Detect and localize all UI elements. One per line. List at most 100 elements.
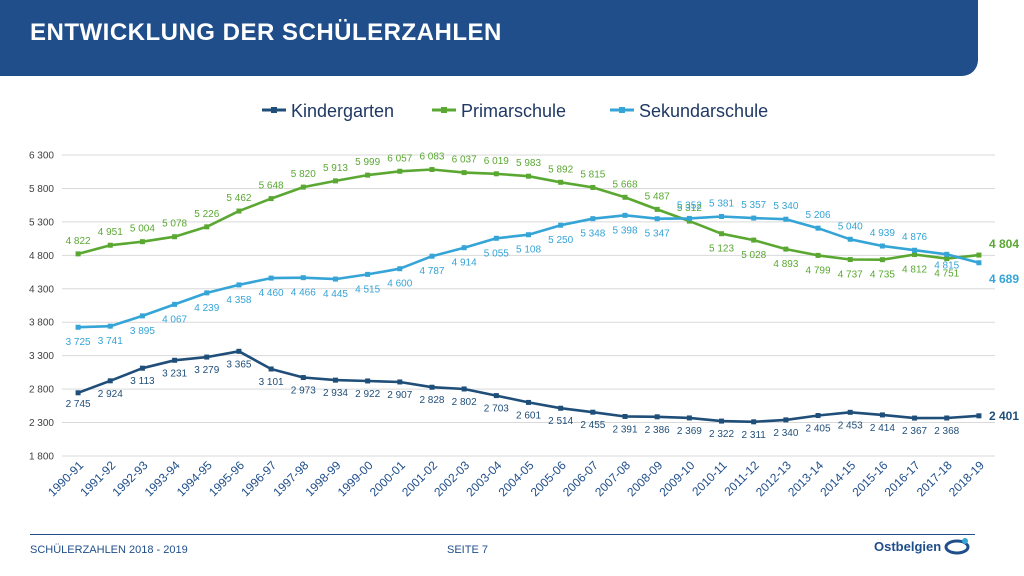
data-point: [590, 184, 596, 190]
data-point: [847, 409, 853, 415]
y-tick-label: 4 800: [29, 251, 54, 262]
data-label: 5 648: [259, 181, 284, 192]
data-label: 5 381: [709, 198, 734, 209]
data-point: [912, 415, 918, 421]
data-label: 5 348: [580, 229, 605, 240]
data-point: [300, 184, 306, 190]
data-label: 4 445: [323, 289, 348, 300]
data-label: 5 108: [516, 245, 541, 256]
data-label: 4 939: [870, 228, 895, 239]
data-point: [751, 419, 757, 425]
data-label: 3 231: [162, 368, 187, 379]
data-label: 4 358: [226, 295, 251, 306]
y-tick-label: 2 300: [29, 418, 54, 429]
data-point: [75, 251, 81, 257]
data-point: [429, 253, 435, 259]
legend-marker: [271, 107, 277, 113]
data-label: 5 340: [773, 201, 798, 212]
data-label: 5 668: [613, 179, 638, 190]
data-label: 3 365: [226, 359, 251, 370]
logo-text: Ostbelgien: [874, 538, 942, 554]
data-label: 5 312: [677, 203, 702, 214]
data-point: [429, 167, 435, 173]
data-label: 5 398: [613, 225, 638, 236]
data-label: 5 913: [323, 163, 348, 174]
x-tick-label: 2010-11: [689, 458, 730, 499]
data-label: 6 057: [387, 153, 412, 164]
data-label: 5 352: [677, 200, 702, 211]
data-label: 6 083: [419, 152, 444, 163]
data-point: [815, 225, 821, 231]
data-point: [107, 323, 113, 329]
data-point: [719, 418, 725, 424]
data-label: 2 922: [355, 389, 380, 400]
data-point: [268, 275, 274, 281]
x-tick-label: 2009-10: [656, 458, 697, 499]
data-point: [332, 178, 338, 184]
data-point: [332, 377, 338, 383]
data-point: [493, 235, 499, 241]
data-label: 4 812: [902, 265, 927, 276]
data-label: 5 357: [741, 200, 766, 211]
data-point: [493, 171, 499, 177]
y-tick-label: 2 800: [29, 385, 54, 396]
data-label: 2 386: [645, 425, 670, 436]
data-point: [172, 234, 178, 240]
data-point: [236, 348, 242, 354]
data-point: [751, 215, 757, 221]
data-label: 5 028: [741, 250, 766, 261]
data-point: [526, 173, 531, 179]
data-label: 5 487: [645, 191, 670, 202]
data-point: [75, 390, 81, 396]
data-label: 2 601: [516, 410, 541, 421]
data-label: 5 983: [516, 158, 541, 169]
data-point: [204, 354, 210, 360]
data-label: 5 999: [355, 157, 380, 168]
y-tick-label: 1 800: [29, 452, 54, 463]
data-point: [107, 378, 113, 384]
data-point: [268, 196, 274, 202]
data-point: [75, 324, 81, 330]
data-point: [783, 216, 789, 222]
data-point: [976, 260, 982, 266]
y-tick-label: 5 300: [29, 217, 54, 228]
data-label: 4 515: [355, 284, 380, 295]
data-label: 4 460: [259, 288, 284, 299]
data-point: [268, 366, 274, 372]
data-point: [815, 252, 821, 258]
data-point: [751, 237, 757, 243]
data-point: [590, 216, 596, 222]
data-label: 2 973: [291, 386, 316, 397]
data-point: [461, 245, 467, 251]
data-point: [365, 378, 371, 384]
x-tick-label: 2018-19: [946, 458, 987, 499]
data-label: 2 453: [838, 420, 863, 431]
data-point: [719, 231, 725, 237]
logo-swoosh-icon: [944, 538, 970, 555]
data-point: [332, 276, 338, 282]
data-point: [365, 271, 371, 277]
data-point: [397, 266, 403, 272]
data-label: 2 369: [677, 426, 702, 437]
y-tick-label: 5 800: [29, 184, 54, 195]
legend-marker: [441, 107, 447, 113]
data-point: [654, 216, 660, 222]
data-point: [944, 415, 950, 421]
data-point: [461, 170, 467, 176]
data-point: [397, 379, 403, 385]
data-label: 2 311: [742, 430, 767, 441]
data-point: [783, 417, 789, 423]
data-point: [139, 239, 145, 245]
data-point: [686, 415, 692, 421]
data-label: 5 462: [226, 193, 251, 204]
legend-entry: Sekundarschule: [639, 101, 768, 121]
page-title: ENTWICKLUNG DER SCHÜLERZAHLEN: [30, 19, 502, 46]
data-point: [461, 386, 467, 392]
data-label: 4 914: [452, 258, 477, 269]
y-tick-label: 6 300: [29, 151, 54, 162]
data-label: 2 401: [989, 409, 1019, 423]
data-point: [139, 313, 145, 319]
data-label: 5 206: [806, 210, 831, 221]
data-point: [590, 409, 596, 415]
data-label: 2 340: [773, 428, 798, 439]
